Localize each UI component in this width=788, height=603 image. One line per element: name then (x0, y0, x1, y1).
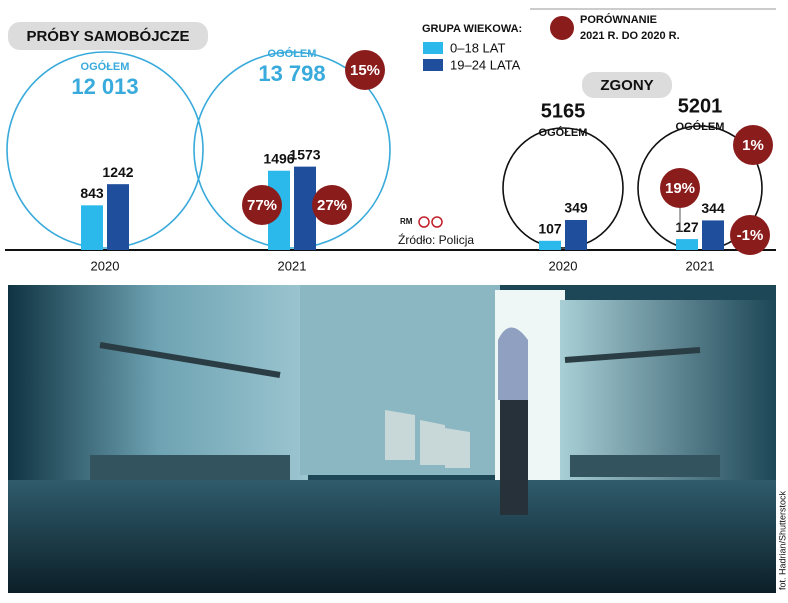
bar (702, 220, 724, 250)
change-label: 27% (317, 197, 347, 214)
total-caption: OGÓŁEM (539, 126, 588, 139)
bar (81, 205, 103, 250)
x-tick-label: 2021 (686, 258, 715, 273)
change-label: 77% (247, 197, 277, 214)
total-caption: OGÓŁEM (676, 120, 725, 133)
total-circle (637, 125, 763, 251)
total-circle (193, 51, 391, 249)
bar (107, 184, 129, 250)
change-label: 15% (350, 62, 380, 79)
x-tick-label: 2020 (91, 258, 120, 273)
logo-mark (431, 216, 443, 228)
change-badge (733, 125, 773, 165)
bar (676, 239, 698, 250)
bar (539, 240, 561, 250)
change-label: 1% (742, 137, 764, 154)
total-circle (6, 51, 204, 249)
logo-mark (418, 216, 430, 228)
comparison-label: 2021 R. DO 2020 R. (580, 30, 680, 42)
bar-value: 344 (701, 200, 725, 216)
change-badge (345, 50, 385, 90)
bar-value: 843 (80, 185, 104, 201)
x-tick-label: 2021 (278, 258, 307, 273)
legend-title: GRUPA WIEKOWA: (422, 23, 522, 35)
chart-title: PRÓBY SAMOBÓJCZE (26, 27, 189, 45)
comparison-label: PORÓWNANIE (580, 13, 657, 26)
legend-swatch (423, 42, 443, 54)
total-circle (502, 127, 624, 249)
total-value: 13 798 (258, 61, 325, 86)
total-value: 5165 (541, 100, 586, 122)
bar-value: 1573 (289, 146, 320, 162)
change-badge (730, 215, 770, 255)
legend-label: 0–18 LAT (450, 40, 505, 55)
change-badge (242, 185, 282, 225)
legend-label: 19–24 LATA (450, 57, 521, 72)
change-label: -1% (737, 227, 764, 244)
chart-title: ZGONY (600, 77, 653, 94)
title-pill (582, 72, 672, 98)
bar-value: 1496 (263, 150, 294, 166)
change-badge (660, 168, 700, 208)
bar-value: 107 (538, 221, 562, 237)
comparison-dot (550, 16, 574, 40)
change-badge (312, 185, 352, 225)
legend-swatch (423, 59, 443, 71)
bar (294, 166, 316, 250)
total-value: 5201 (678, 95, 723, 117)
change-label: 19% (665, 180, 695, 197)
bar-value: 1242 (102, 164, 133, 180)
source: Źródło: Policja (398, 232, 474, 247)
title-pill (8, 22, 208, 50)
logo: RM (400, 217, 413, 226)
total-caption: OGÓŁEM (81, 60, 130, 73)
total-caption: OGÓŁEM (268, 47, 317, 60)
bar-value: 349 (564, 200, 588, 216)
bar-value: 127 (675, 219, 699, 235)
total-value: 12 013 (71, 74, 138, 99)
photo-credit: fot. Hadrian/Shutterstock (777, 490, 787, 590)
x-tick-label: 2020 (549, 258, 578, 273)
photo (8, 285, 776, 593)
bar (565, 219, 587, 250)
